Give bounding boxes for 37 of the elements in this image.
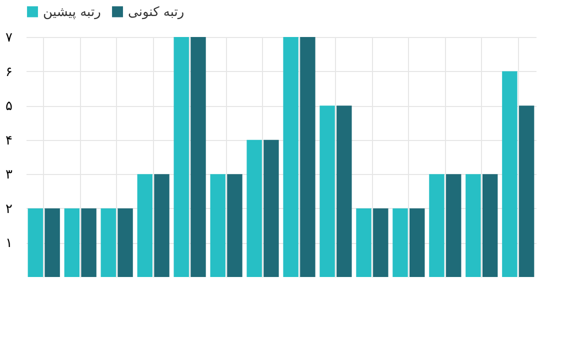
bar — [466, 174, 481, 277]
bar — [190, 37, 206, 277]
bar — [320, 106, 335, 277]
y-tick-label: ۳ — [6, 168, 13, 183]
bar — [64, 208, 80, 277]
bar — [482, 174, 498, 277]
y-tick-label: ۵ — [6, 99, 13, 114]
bar — [118, 208, 133, 277]
bar — [502, 71, 518, 277]
legend-label: رتبه پیشین — [43, 4, 101, 20]
bar — [154, 174, 170, 277]
y-tick-label: ۱ — [6, 236, 12, 252]
bar — [373, 208, 388, 277]
bar — [283, 37, 298, 277]
bar — [227, 174, 242, 277]
y-tick-label: ۶ — [6, 64, 12, 80]
bar — [429, 174, 444, 277]
bar — [392, 208, 408, 277]
bar — [174, 37, 189, 277]
bar — [44, 208, 60, 277]
bar — [246, 140, 262, 277]
bar — [410, 208, 425, 277]
bar — [28, 208, 44, 277]
legend-label: رتبه کنونی — [128, 4, 184, 20]
y-tick-label: ۷ — [6, 30, 13, 46]
y-tick-label: ۲ — [6, 202, 13, 217]
bar — [446, 174, 462, 277]
bar — [210, 174, 226, 277]
bar — [356, 208, 372, 277]
bar — [518, 106, 534, 277]
y-tick-label: ۴ — [6, 133, 13, 148]
bar — [300, 37, 316, 277]
bar — [264, 140, 279, 277]
bar — [336, 106, 352, 277]
bar — [100, 208, 116, 277]
bar — [137, 174, 152, 277]
bar — [81, 208, 96, 277]
